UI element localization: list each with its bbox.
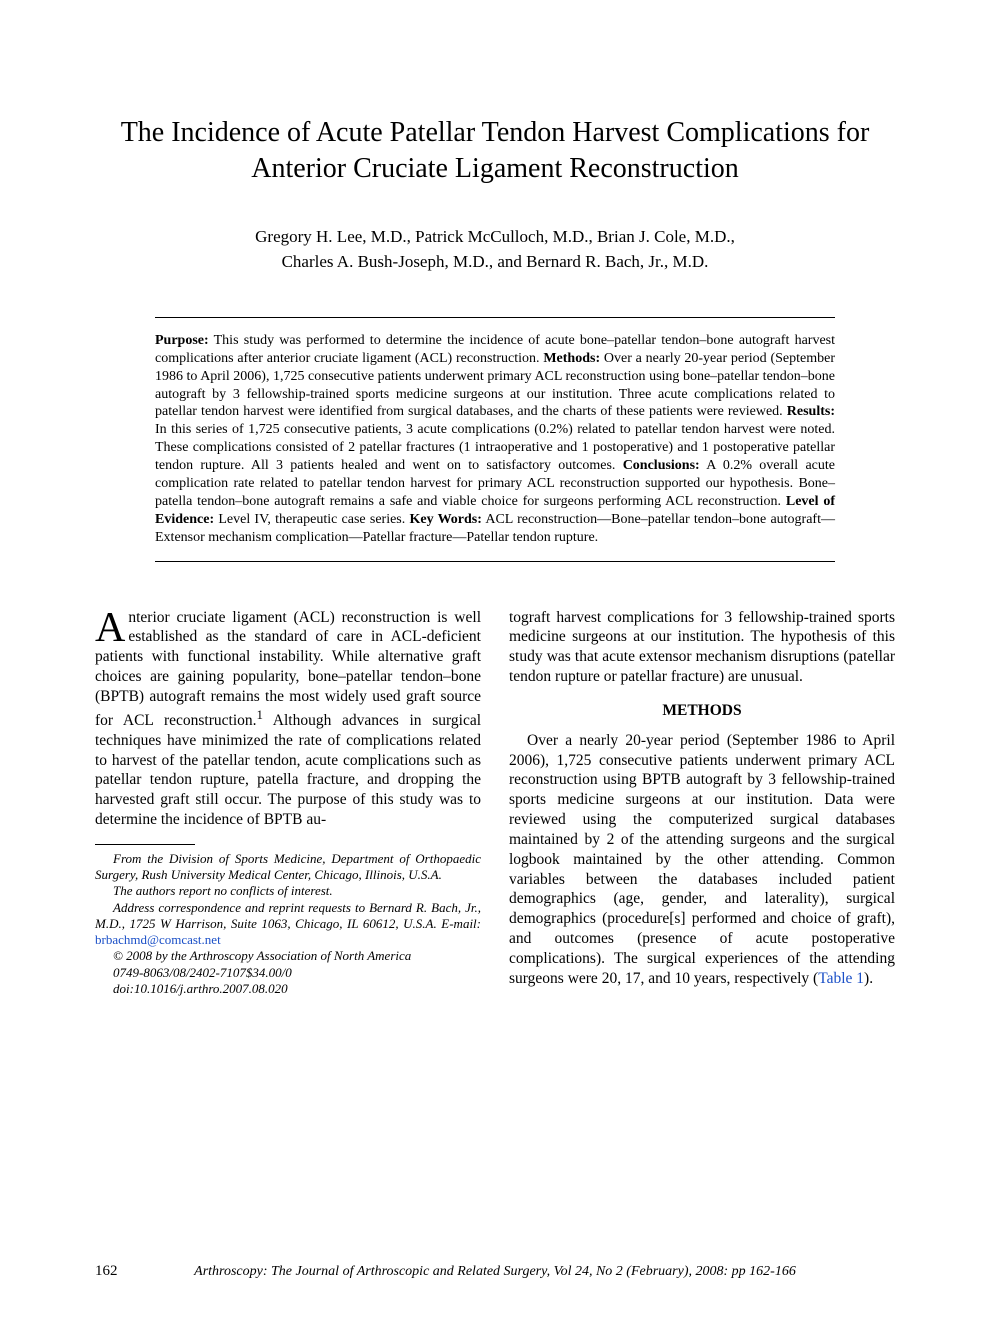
methods-text-b: ).: [864, 970, 873, 987]
loe-text: Level IV, therapeutic case series.: [214, 512, 409, 527]
intro-continuation: tograft harvest complications for 3 fell…: [509, 608, 895, 687]
conclusions-label: Conclusions:: [623, 458, 700, 473]
results-label: Results:: [787, 404, 835, 419]
correspondence-email-link[interactable]: brbachmd@comcast.net: [95, 932, 221, 947]
authors-line-1: Gregory H. Lee, M.D., Patrick McCulloch,…: [255, 227, 735, 246]
right-column: tograft harvest complications for 3 fell…: [509, 608, 895, 998]
intro-text-2: Although advances in surgical techniques…: [95, 712, 481, 828]
copyright-note: © 2008 by the Arthroscopy Association of…: [95, 948, 481, 964]
left-column: Anterior cruciate ligament (ACL) reconst…: [95, 608, 481, 998]
table-1-reference[interactable]: Table 1: [818, 970, 864, 987]
footnote-separator: [95, 844, 195, 845]
correspondence-text: Address correspondence and reprint reque…: [95, 900, 481, 931]
abstract-text: Purpose: This study was performed to det…: [155, 332, 835, 547]
affiliation-note: From the Division of Sports Medicine, De…: [95, 851, 481, 884]
article-title: The Incidence of Acute Patellar Tendon H…: [95, 115, 895, 188]
methods-paragraph: Over a nearly 20-year period (September …: [509, 731, 895, 989]
issn-note: 0749-8063/08/2402-7107$34.00/0: [95, 965, 481, 981]
authors-line-2: Charles A. Bush-Joseph, M.D., and Bernar…: [282, 252, 709, 271]
body-columns: Anterior cruciate ligament (ACL) reconst…: [95, 608, 895, 998]
methods-label: Methods:: [543, 351, 600, 366]
page-container: The Incidence of Acute Patellar Tendon H…: [0, 0, 990, 1320]
conflict-note: The authors report no conflicts of inter…: [95, 883, 481, 899]
abstract-container: Purpose: This study was performed to det…: [155, 317, 835, 562]
correspondence-note: Address correspondence and reprint reque…: [95, 900, 481, 949]
purpose-label: Purpose:: [155, 333, 209, 348]
intro-paragraph: Anterior cruciate ligament (ACL) reconst…: [95, 608, 481, 830]
methods-text-a: Over a nearly 20-year period (September …: [509, 732, 895, 987]
dropcap: A: [95, 608, 128, 647]
doi-note: doi:10.1016/j.arthro.2007.08.020: [95, 981, 481, 997]
methods-heading: METHODS: [509, 701, 895, 721]
authors-block: Gregory H. Lee, M.D., Patrick McCulloch,…: [95, 224, 895, 275]
intro-text-1: nterior cruciate ligament (ACL) reconstr…: [95, 609, 481, 729]
keywords-label: Key Words:: [409, 512, 481, 527]
footnotes-block: From the Division of Sports Medicine, De…: [95, 851, 481, 997]
journal-footer: Arthroscopy: The Journal of Arthroscopic…: [95, 1264, 895, 1280]
